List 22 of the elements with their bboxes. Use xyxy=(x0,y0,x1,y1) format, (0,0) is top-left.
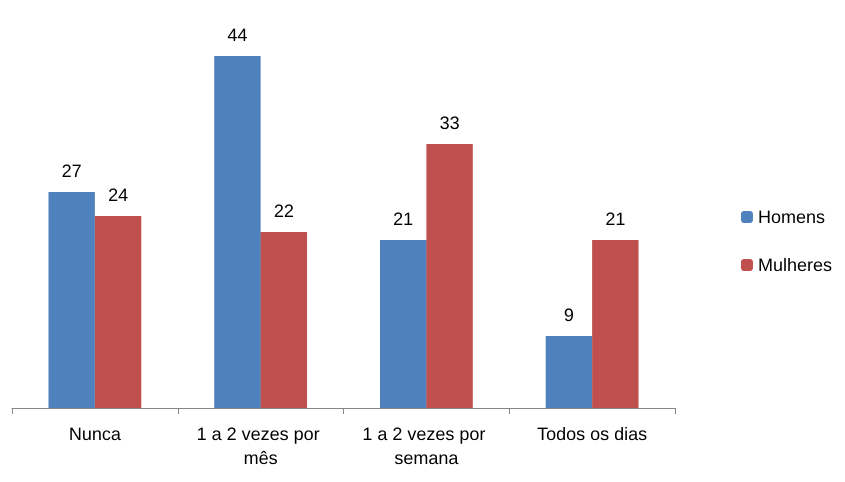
data-label: 21 xyxy=(393,209,414,229)
bar xyxy=(380,240,426,408)
legend-label: Homens xyxy=(758,207,825,227)
x-tick-label: Todos os dias xyxy=(537,424,648,444)
bar xyxy=(260,232,308,408)
legend-label: Mulheres xyxy=(758,255,832,275)
bar xyxy=(426,144,473,408)
bar xyxy=(592,240,639,408)
data-label: 9 xyxy=(564,305,574,325)
x-tick-label: 1 a 2 vezes por semana xyxy=(362,424,490,468)
data-label: 33 xyxy=(440,113,460,133)
bar xyxy=(94,216,142,408)
data-label: 27 xyxy=(62,161,82,181)
x-tick-label: Nunca xyxy=(68,424,122,444)
bar xyxy=(546,336,592,408)
data-label: 44 xyxy=(227,25,248,45)
bar xyxy=(214,56,261,408)
bar xyxy=(48,192,95,408)
data-label: 21 xyxy=(605,209,626,229)
x-tick-label: 1 a 2 vezes por mês xyxy=(196,424,325,468)
data-label: 24 xyxy=(108,185,128,205)
data-label: 22 xyxy=(274,201,294,221)
